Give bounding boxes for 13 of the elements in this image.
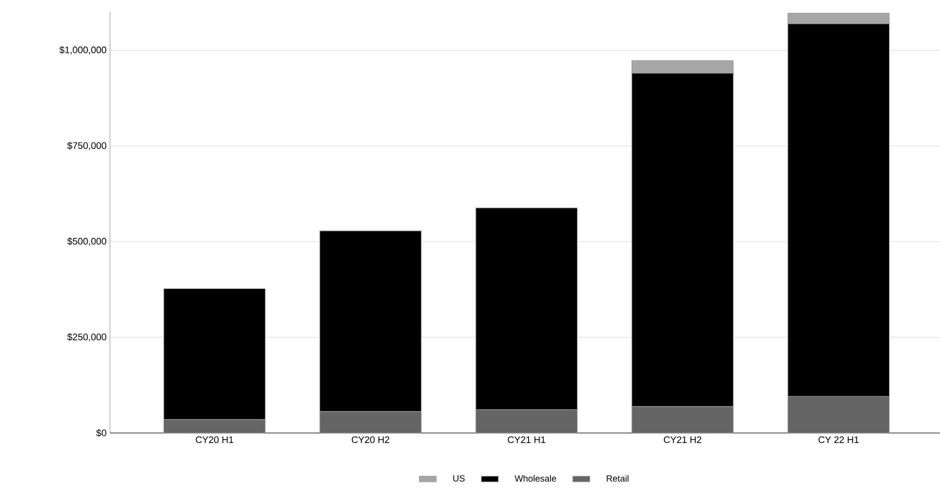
legend-label: US xyxy=(453,475,465,482)
x-tick-label: CY20 H1 xyxy=(196,436,234,444)
y-tick-label: $750,000 xyxy=(67,142,106,150)
legend-label: Wholesale xyxy=(514,475,556,482)
legend-label: Retail xyxy=(606,475,628,482)
y-tick-label: $250,000 xyxy=(67,333,106,342)
x-tick-label: CY21 H2 xyxy=(664,436,702,444)
y-tick-label: $0 xyxy=(96,429,106,437)
x-tick-label: CY 22 H1 xyxy=(818,436,859,444)
x-tick-label: CY20 H2 xyxy=(352,436,390,444)
y-tick-label: $500,000 xyxy=(67,238,106,246)
x-tick-label: CY21 H1 xyxy=(508,436,546,444)
y-tick-label: $1,000,000 xyxy=(59,46,106,54)
